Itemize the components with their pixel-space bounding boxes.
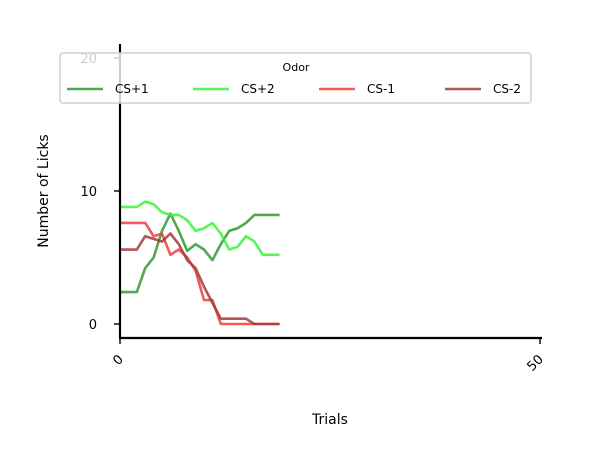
series-line-cs-2	[120, 232, 280, 326]
x-tick-label: 0	[110, 352, 126, 368]
legend-entry-label: CS-1	[367, 82, 395, 96]
series-layer	[120, 200, 280, 326]
legend-entry-label: CS+1	[115, 82, 149, 96]
legend-title: Odor	[283, 61, 310, 74]
y-axis-label: Number of Licks	[36, 134, 52, 247]
x-axis-label: Trials	[311, 412, 348, 428]
legend-entries: CS+1 CS+2 CS-1 CS-2	[67, 82, 521, 96]
y-tick-label: 0	[89, 318, 97, 333]
legend-entry-label: CS+2	[241, 82, 275, 96]
legend-box	[59, 52, 532, 104]
x-tick-label: 50	[525, 352, 547, 374]
legend-entry-label: CS-2	[493, 82, 521, 96]
legend: Odor CS+1 CS+2 CS-1 CS-2	[59, 52, 532, 104]
y-tick-label: 10	[80, 185, 97, 200]
series-line-cs-2	[120, 200, 280, 257]
series-line-cs-1	[120, 212, 280, 294]
